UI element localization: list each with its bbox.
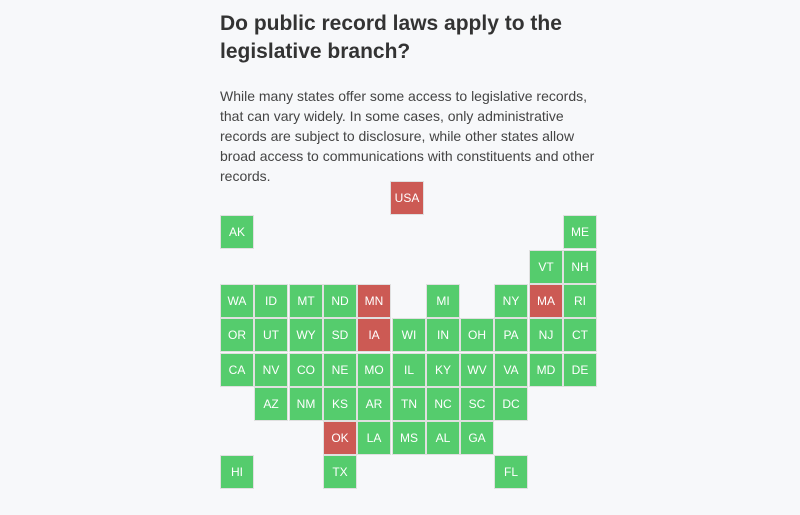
state-tile-mn[interactable]: MN [357, 284, 391, 318]
state-tile-sd[interactable]: SD [323, 318, 357, 352]
state-tile-fl[interactable]: FL [494, 455, 528, 489]
state-tile-wi[interactable]: WI [392, 318, 426, 352]
state-tile-sc[interactable]: SC [460, 387, 494, 421]
state-tile-wy[interactable]: WY [289, 318, 323, 352]
state-tile-dc[interactable]: DC [494, 387, 528, 421]
state-tile-mt[interactable]: MT [289, 284, 323, 318]
state-tile-mo[interactable]: MO [357, 353, 391, 387]
state-tile-co[interactable]: CO [289, 353, 323, 387]
state-tile-nc[interactable]: NC [426, 387, 460, 421]
state-tile-ok[interactable]: OK [323, 421, 357, 455]
state-tile-va[interactable]: VA [494, 353, 528, 387]
state-tile-id[interactable]: ID [254, 284, 288, 318]
state-tile-in[interactable]: IN [426, 318, 460, 352]
state-tile-oh[interactable]: OH [460, 318, 494, 352]
state-tile-il[interactable]: IL [392, 353, 426, 387]
state-tile-or[interactable]: OR [220, 318, 254, 352]
page-title: Do public record laws apply to the legis… [220, 12, 562, 63]
state-tile-ky[interactable]: KY [426, 353, 460, 387]
state-tile-ks[interactable]: KS [323, 387, 357, 421]
state-tile-ut[interactable]: UT [254, 318, 288, 352]
state-tile-me[interactable]: ME [563, 215, 597, 249]
state-tile-md[interactable]: MD [529, 353, 563, 387]
state-tile-ak[interactable]: AK [220, 215, 254, 249]
state-tile-tx[interactable]: TX [323, 455, 357, 489]
state-tile-ri[interactable]: RI [563, 284, 597, 318]
state-tile-al[interactable]: AL [426, 421, 460, 455]
state-tile-ma[interactable]: MA [529, 284, 563, 318]
state-tile-ia[interactable]: IA [357, 318, 391, 352]
state-tile-wa[interactable]: WA [220, 284, 254, 318]
state-tile-ct[interactable]: CT [563, 318, 597, 352]
state-tile-ar[interactable]: AR [357, 387, 391, 421]
state-tile-vt[interactable]: VT [529, 250, 563, 284]
state-tile-ms[interactable]: MS [392, 421, 426, 455]
state-tile-la[interactable]: LA [357, 421, 391, 455]
state-tile-ca[interactable]: CA [220, 353, 254, 387]
state-tile-nh[interactable]: NH [563, 250, 597, 284]
state-tile-usa[interactable]: USA [390, 181, 424, 215]
state-tile-ne[interactable]: NE [323, 353, 357, 387]
state-tile-ga[interactable]: GA [460, 421, 494, 455]
state-tile-nj[interactable]: NJ [529, 318, 563, 352]
state-tile-az[interactable]: AZ [254, 387, 288, 421]
state-tile-nd[interactable]: ND [323, 284, 357, 318]
state-tile-tn[interactable]: TN [392, 387, 426, 421]
description-text: While many states offer some access to l… [220, 88, 595, 184]
state-tile-mi[interactable]: MI [426, 284, 460, 318]
state-tile-nv[interactable]: NV [254, 353, 288, 387]
state-tile-de[interactable]: DE [563, 353, 597, 387]
state-tile-pa[interactable]: PA [494, 318, 528, 352]
state-tile-hi[interactable]: HI [220, 455, 254, 489]
state-tile-ny[interactable]: NY [494, 284, 528, 318]
state-tile-nm[interactable]: NM [289, 387, 323, 421]
state-tile-wv[interactable]: WV [460, 353, 494, 387]
